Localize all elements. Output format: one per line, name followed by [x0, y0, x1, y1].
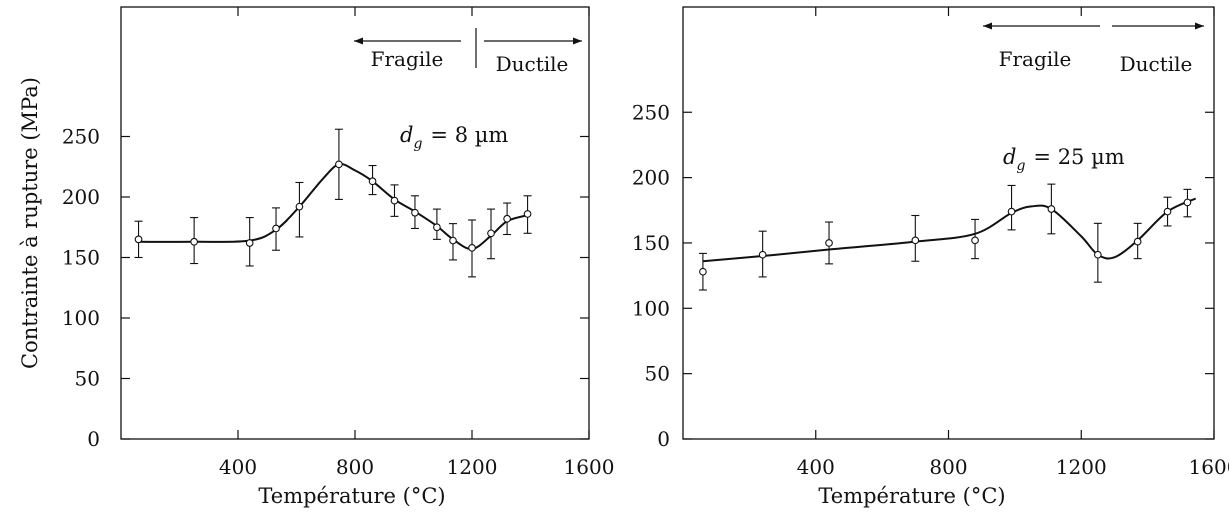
- annotation-subscript: g: [1016, 158, 1025, 174]
- x-tick-label: 800: [929, 455, 967, 479]
- data-point: [1095, 251, 1102, 258]
- fit-curve: [703, 199, 1196, 262]
- data-point: [450, 237, 457, 244]
- x-tick-label: 1200: [1056, 455, 1107, 479]
- y-tick-label: 0: [87, 427, 100, 451]
- data-point: [369, 178, 376, 185]
- y-tick-label: 250: [62, 125, 100, 149]
- data-point: [296, 203, 303, 210]
- data-point: [912, 237, 919, 244]
- annotation-value: = 8 µm: [430, 123, 508, 147]
- fragile-arrowhead: [983, 23, 992, 30]
- data-point: [412, 209, 419, 216]
- data-point: [469, 245, 476, 252]
- y-tick-label: 100: [632, 296, 670, 320]
- data-point: [191, 238, 198, 245]
- region-label-ductile: Ductile: [496, 52, 569, 76]
- y-tick-label: 200: [632, 166, 670, 190]
- y-tick-label: 150: [632, 231, 670, 255]
- chart-panel-right: Température (°C) Fragile Ductile dg = 25 …: [632, 7, 1229, 508]
- data-points: [700, 199, 1191, 275]
- data-point: [246, 240, 253, 247]
- data-point: [826, 240, 833, 247]
- y-axis-label: Contrainte à rupture (MPa): [18, 77, 42, 369]
- x-tick-label: 400: [219, 455, 257, 479]
- x-tick-label: 1600: [564, 455, 615, 479]
- grain-size-annotation: dg = 8 µm: [400, 123, 508, 152]
- x-tick-label: 800: [336, 455, 374, 479]
- data-point: [273, 225, 280, 232]
- x-tick-label: 400: [797, 455, 835, 479]
- data-point: [135, 236, 142, 243]
- annotation-variable: d: [1003, 145, 1016, 169]
- data-point: [504, 215, 511, 222]
- data-point: [1184, 199, 1191, 206]
- data-point: [700, 268, 707, 275]
- grain-size-annotation: dg = 25 µm: [1003, 145, 1125, 174]
- x-tick-label: 1200: [447, 455, 498, 479]
- x-tick-label: 1600: [1189, 455, 1229, 479]
- data-point: [1008, 208, 1015, 215]
- axis-ticks: 400 800 1200 1600 0 50 100 150 200 250: [62, 7, 615, 479]
- data-point: [391, 197, 398, 204]
- y-tick-label: 50: [75, 367, 100, 391]
- y-tick-label: 0: [657, 427, 670, 451]
- annotation-value: = 25 µm: [1033, 145, 1124, 169]
- region-label-fragile: Fragile: [371, 47, 444, 71]
- data-point: [972, 237, 979, 244]
- ductile-arrowhead: [1195, 23, 1204, 30]
- y-tick-label: 250: [632, 100, 670, 124]
- region-markers: [983, 23, 1204, 30]
- chart-panel-left: Contrainte à rupture (MPa) Température (…: [18, 7, 614, 508]
- data-point: [488, 230, 495, 237]
- y-tick-label: 200: [62, 185, 100, 209]
- data-point: [1048, 206, 1055, 213]
- data-point: [1134, 238, 1141, 245]
- ductile-arrowhead: [573, 38, 582, 45]
- annotation-variable: d: [400, 123, 413, 147]
- annotation-subscript: g: [413, 136, 422, 152]
- error-bars: [135, 129, 532, 277]
- fragile-arrowhead: [354, 38, 363, 45]
- y-tick-label: 100: [62, 306, 100, 330]
- y-tick-label: 50: [645, 362, 670, 386]
- data-point: [336, 161, 343, 168]
- region-label-fragile: Fragile: [999, 47, 1072, 71]
- data-point: [1164, 208, 1171, 215]
- y-tick-label: 150: [62, 246, 100, 270]
- data-point: [434, 224, 441, 231]
- fit-curve: [139, 164, 528, 249]
- error-bars: [699, 184, 1192, 290]
- data-point: [759, 251, 766, 258]
- data-point: [524, 211, 531, 218]
- x-axis-label: Température (°C): [258, 484, 445, 508]
- region-label-ductile: Ductile: [1120, 52, 1193, 76]
- x-axis-label: Température (°C): [818, 484, 1005, 508]
